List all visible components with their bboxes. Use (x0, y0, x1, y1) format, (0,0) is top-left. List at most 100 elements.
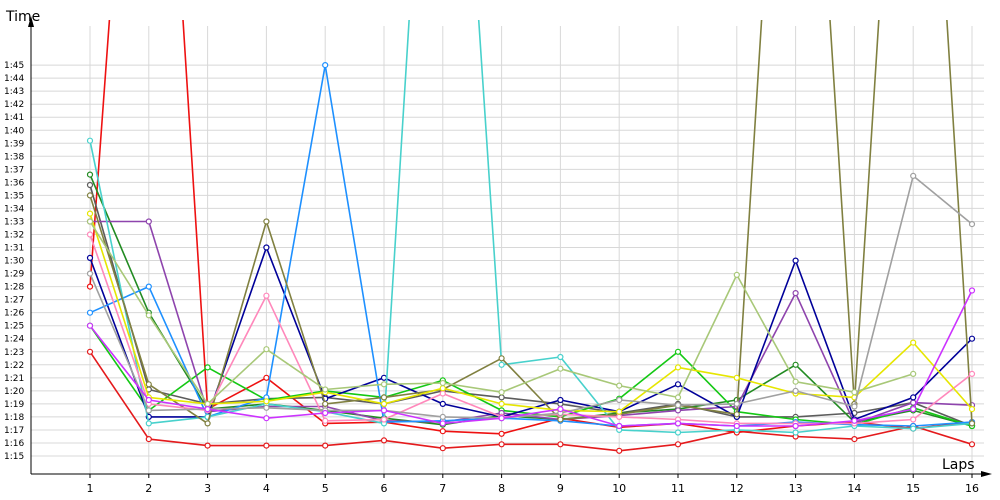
data-point (380, 437, 388, 444)
y-tick-label: 1:24 (4, 335, 24, 345)
data-point (439, 420, 446, 427)
y-tick-label: 1:22 (4, 361, 24, 371)
series-10 (86, 20, 976, 427)
data-point (145, 396, 152, 404)
data-point (439, 385, 446, 392)
series-line (89, 290, 973, 427)
data-point (851, 436, 858, 443)
axes: Time Laps (5, 9, 992, 477)
series-13 (86, 218, 917, 407)
y-tick-label: 1:15 (4, 452, 24, 462)
y-tick-label: 1:30 (4, 257, 24, 267)
data-point (674, 348, 682, 355)
data-point (86, 192, 94, 199)
data-point (498, 394, 505, 401)
data-point (910, 394, 917, 401)
series-line (90, 220, 973, 425)
data-point (86, 181, 94, 189)
y-tick-label: 1:42 (4, 100, 24, 110)
data-point (86, 231, 94, 238)
data-point (145, 420, 152, 427)
data-point (439, 390, 446, 397)
x-tick-label: 3 (204, 482, 211, 495)
data-point (204, 420, 211, 427)
data-point (263, 374, 270, 381)
series-1 (86, 348, 976, 454)
data-point (498, 415, 505, 422)
x-axis-title: Laps (942, 457, 975, 473)
data-point (792, 361, 799, 368)
x-tick-label: 12 (730, 482, 744, 495)
data-point (380, 374, 388, 381)
data-point (910, 339, 917, 346)
y-tick-label: 1:36 (4, 178, 24, 188)
data-point (439, 400, 446, 407)
series-line (89, 20, 973, 425)
series-6 (86, 218, 976, 427)
y-tick-label: 1:39 (4, 139, 24, 149)
data-point (733, 411, 740, 418)
data-point (910, 370, 917, 377)
x-tick-label: 13 (789, 482, 803, 495)
x-tick-label: 11 (671, 482, 685, 495)
y-tick-label: 1:16 (4, 439, 24, 449)
data-point (968, 406, 976, 413)
data-point (792, 257, 799, 264)
data-point (792, 378, 799, 385)
data-point (616, 396, 623, 404)
data-point (322, 400, 329, 407)
data-point (674, 402, 682, 409)
data-point (439, 445, 446, 452)
data-point (968, 221, 976, 228)
data-point (557, 406, 564, 413)
data-point (498, 389, 505, 396)
data-point (674, 407, 682, 414)
series-15 (86, 287, 976, 430)
data-point (86, 254, 94, 261)
data-point (380, 381, 388, 388)
data-point (322, 442, 329, 449)
data-point (674, 441, 682, 448)
data-point (792, 290, 799, 297)
x-tick-label: 4 (263, 482, 270, 495)
x-tick-labels: 1 2 3 4 5 6 7 8 9 10 11 12 13 14 15 16 (87, 482, 980, 495)
data-point (498, 355, 505, 362)
data-point (86, 171, 94, 178)
data-point (322, 417, 329, 424)
data-point (851, 417, 858, 424)
series-line (89, 175, 973, 420)
series-line (89, 20, 973, 434)
data-point (204, 406, 211, 413)
x-tick-label: 6 (381, 482, 388, 495)
data-point (86, 309, 94, 316)
data-point (733, 271, 740, 278)
x-tick-label: 14 (847, 482, 861, 495)
x-tick-label: 7 (439, 482, 446, 495)
data-point (263, 404, 270, 411)
series-line (89, 213, 973, 413)
data-point (498, 441, 505, 448)
y-tick-label: 1:23 (4, 348, 24, 358)
data-point (86, 218, 94, 225)
y-tick-label: 1:28 (4, 283, 24, 293)
y-tick-label: 1:41 (4, 113, 24, 123)
data-point (968, 287, 976, 294)
data-point (968, 370, 976, 377)
data-point (263, 415, 270, 422)
x-tick-label: 10 (612, 482, 626, 495)
data-point (86, 270, 94, 277)
data-point (557, 365, 564, 372)
series-layer (86, 20, 976, 454)
data-point (145, 283, 152, 290)
data-point (910, 172, 917, 179)
data-point (263, 398, 270, 405)
series-line (89, 351, 973, 452)
data-point (204, 400, 211, 407)
data-point (674, 381, 682, 388)
y-tick-label: 1:31 (4, 244, 24, 254)
data-point (263, 346, 270, 353)
data-point (380, 400, 388, 407)
data-point (380, 394, 388, 401)
